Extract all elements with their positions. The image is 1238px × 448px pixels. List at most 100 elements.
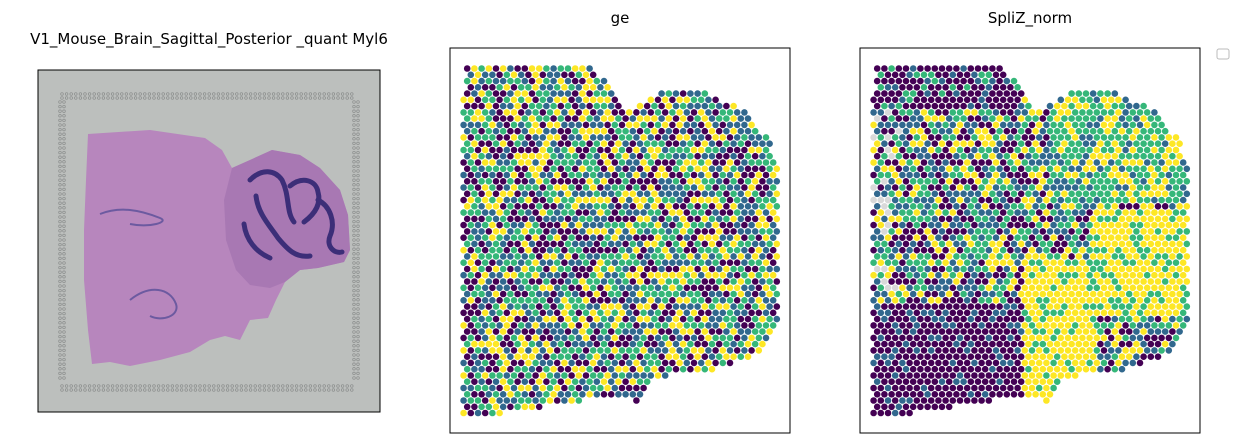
scatter-point	[938, 265, 946, 273]
scatter-point	[899, 246, 906, 254]
scatter-point	[1039, 253, 1047, 260]
scatter-point	[1032, 378, 1039, 386]
scatter-point	[683, 159, 691, 166]
scatter-point	[899, 309, 906, 317]
scatter-point	[492, 240, 500, 248]
scatter-point	[1046, 127, 1054, 135]
scatter-point	[1161, 340, 1169, 348]
scatter-point	[640, 184, 647, 191]
scatter-point	[1107, 334, 1115, 342]
scatter-point	[712, 159, 719, 166]
scatter-point	[525, 196, 532, 204]
scatter-point	[708, 340, 716, 348]
scatter-point	[528, 165, 536, 173]
scatter-point	[1043, 109, 1050, 116]
scatter-point	[733, 159, 741, 166]
scatter-point	[963, 259, 971, 267]
scatter-point	[737, 328, 745, 335]
scatter-point	[1115, 309, 1122, 317]
scatter-point	[485, 77, 493, 85]
scatter-point	[705, 284, 712, 292]
scatter-point	[924, 203, 931, 210]
scatter-point	[690, 146, 698, 154]
scatter-point	[1075, 115, 1083, 122]
scatter-point	[1125, 315, 1133, 323]
scatter-point	[877, 96, 885, 104]
scatter-point	[895, 303, 903, 310]
scatter-point	[575, 146, 583, 154]
scatter-point	[611, 109, 619, 116]
scatter-point	[481, 134, 489, 141]
scatter-point	[978, 384, 985, 392]
scatter-point	[906, 409, 913, 417]
scatter-point	[913, 372, 921, 379]
scatter-point	[525, 234, 532, 241]
scatter-point	[902, 278, 910, 285]
scatter-point	[640, 297, 647, 304]
scatter-point	[1039, 178, 1047, 185]
fiducial-dot	[97, 96, 101, 100]
scatter-point	[654, 196, 662, 204]
scatter-point	[1053, 203, 1061, 210]
scatter-point	[1007, 121, 1014, 129]
scatter-point	[615, 290, 622, 298]
scatter-point	[1057, 334, 1065, 342]
scatter-point	[748, 309, 755, 317]
scatter-point	[690, 221, 698, 229]
scatter-point	[1158, 196, 1165, 204]
scatter-point	[496, 146, 503, 154]
scatter-point	[978, 284, 985, 292]
scatter-point	[489, 84, 496, 91]
scatter-point	[920, 347, 928, 354]
scatter-point	[1136, 322, 1144, 329]
scatter-point	[981, 265, 989, 273]
scatter-point	[888, 340, 895, 348]
scatter-point	[1017, 228, 1025, 235]
scatter-point	[640, 146, 647, 154]
scatter-point	[974, 127, 982, 135]
fiducial-dot	[62, 210, 66, 215]
scatter-point	[625, 146, 633, 154]
fiducial-dot	[356, 270, 360, 274]
scatter-point	[1075, 190, 1083, 198]
fiducial-dot	[212, 384, 216, 388]
scatter-point	[909, 90, 917, 97]
scatter-point	[1043, 159, 1050, 166]
scatter-point	[553, 322, 561, 329]
fiducial-dot	[352, 261, 356, 265]
scatter-point	[884, 322, 892, 329]
scatter-point	[985, 209, 993, 216]
scatter-point	[633, 121, 640, 129]
scatter-point	[1010, 365, 1018, 373]
scatter-point	[564, 303, 572, 310]
scatter-point	[658, 228, 665, 235]
scatter-point	[557, 340, 565, 348]
scatter-point	[672, 303, 680, 310]
scatter-point	[1032, 115, 1039, 122]
scatter-point	[1039, 378, 1047, 386]
scatter-point	[956, 234, 964, 241]
scatter-point	[600, 228, 608, 235]
scatter-point	[1064, 134, 1072, 141]
scatter-point	[557, 328, 565, 335]
fiducial-dot	[106, 96, 110, 100]
scatter-point	[1111, 228, 1119, 235]
scatter-point	[708, 127, 716, 135]
scatter-point	[514, 328, 521, 335]
fiducial-dot	[352, 238, 356, 242]
fiducial-dot	[62, 371, 66, 376]
scatter-point	[1129, 322, 1137, 329]
scatter-point	[935, 84, 942, 91]
scatter-point	[471, 340, 478, 348]
scatter-point	[463, 265, 471, 273]
scatter-point	[481, 146, 489, 154]
scatter-point	[669, 134, 676, 141]
scatter-point	[960, 152, 967, 160]
scatter-point	[719, 234, 727, 241]
scatter-point	[600, 165, 608, 173]
spliz-points	[870, 65, 1191, 417]
scatter-point	[485, 127, 493, 135]
fiducial-dot	[74, 92, 78, 96]
scatter-point	[1140, 190, 1147, 198]
scatter-point	[927, 397, 935, 404]
